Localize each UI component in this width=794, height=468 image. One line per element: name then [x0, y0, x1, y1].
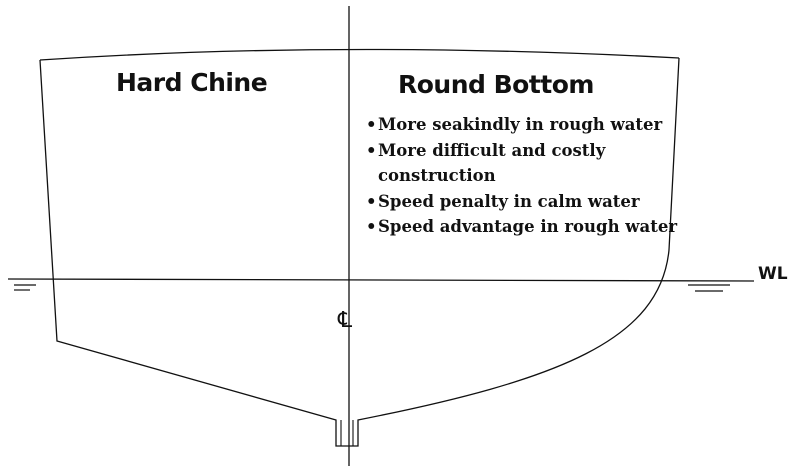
round-bottom-notes: More seakindly in rough water More diffi… [366, 112, 677, 240]
round-bottom-heading: Round Bottom [398, 70, 594, 99]
note-item: Speed penalty in calm water [366, 189, 677, 215]
hard-chine-heading: Hard Chine [116, 68, 268, 97]
note-item: More seakindly in rough water [366, 112, 677, 138]
round-bottom-hull [349, 57, 680, 447]
note-item: More difficult and costly [366, 138, 677, 164]
note-item: Speed advantage in rough water [366, 214, 677, 240]
centerline-symbol: ℄ [338, 308, 353, 333]
deck-line [39, 48, 680, 61]
note-item-continuation: construction [378, 166, 496, 185]
hard-chine-hull [39, 59, 349, 447]
waterline [7, 278, 755, 282]
waterline-label: WL [758, 264, 788, 284]
